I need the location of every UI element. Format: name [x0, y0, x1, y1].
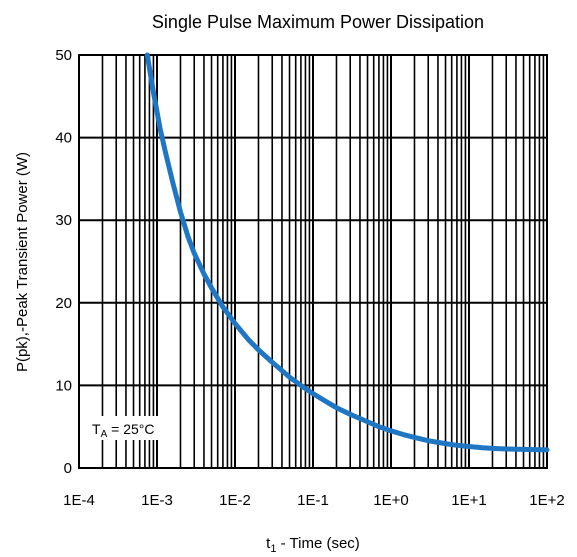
x-axis-title: t1 - Time (sec): [266, 535, 360, 555]
x-tick-label: 1E+0: [373, 492, 408, 509]
y-tick-label: 10: [55, 377, 72, 394]
grid: [78, 54, 547, 469]
annotation-main: T: [92, 421, 101, 437]
plot-frame: [78, 54, 548, 469]
annotation-subscript: A: [101, 429, 108, 440]
x-axis-title-subscript: 1: [270, 543, 276, 555]
y-axis-title: P(pk),-Peak Transient Power (W): [14, 152, 31, 372]
temperature-annotation: TA = 25°C: [92, 421, 154, 440]
x-tick-label: 1E+2: [529, 492, 564, 509]
x-axis-title-main: t: [266, 535, 271, 552]
annotation-rest: = 25°C: [107, 421, 154, 437]
tick-labels: 1E-4 1E-3 1E-2 1E-1 1E+0 1E+1 1E+2 0 10 20 30 40 50: [55, 47, 564, 509]
curve-layer: [144, 52, 550, 453]
y-tick-label: 30: [55, 212, 72, 229]
chart-title: Single Pulse Maximum Power Dissipation: [152, 12, 484, 32]
y-tick-label: 50: [55, 47, 72, 64]
x-tick-label: 1E-3: [141, 492, 173, 509]
x-tick-label: 1E-2: [219, 492, 251, 509]
x-axis-title-rest: - Time (sec): [276, 535, 359, 552]
x-tick-label: 1E-4: [63, 492, 95, 509]
annotation-background: [89, 416, 175, 440]
power-curve: [144, 52, 550, 453]
x-tick-label: 1E+1: [451, 492, 486, 509]
y-tick-label: 40: [55, 130, 72, 147]
x-tick-label: 1E-1: [297, 492, 329, 509]
y-tick-label: 0: [64, 460, 72, 477]
y-tick-label: 20: [55, 295, 72, 312]
